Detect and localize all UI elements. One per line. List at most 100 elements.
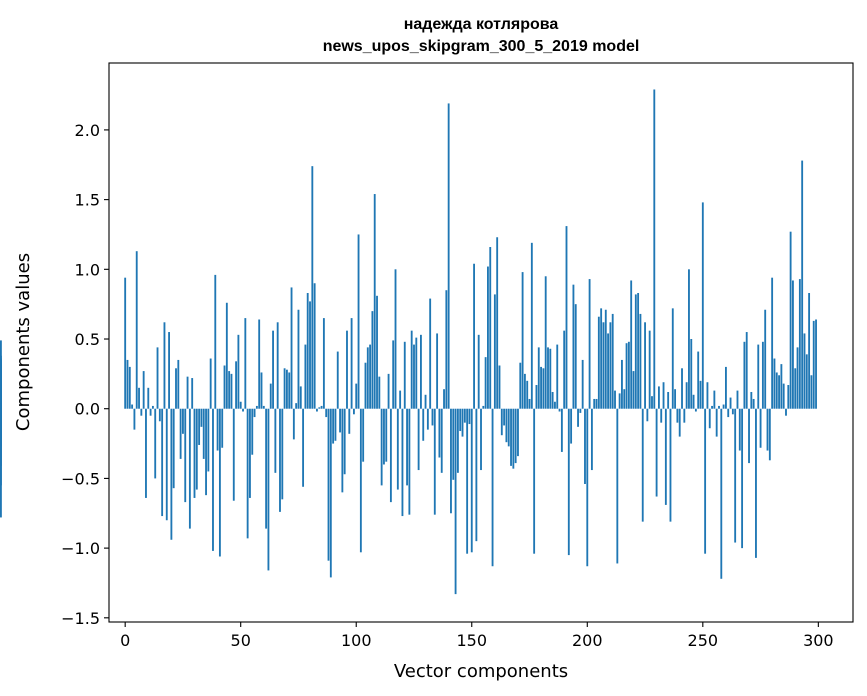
bar [359,408,362,553]
bar [500,408,503,436]
bar [674,389,677,409]
bar [517,408,519,457]
y-tick-label: 0.5 [75,330,100,349]
bar [401,408,404,517]
bar [688,269,690,409]
bar [221,408,224,448]
bar [519,362,522,409]
bar [621,359,623,409]
bar [262,405,265,409]
bar [202,408,205,459]
bar [780,364,783,409]
bar [646,408,649,422]
bar [803,333,806,409]
y-tick-label: 0.0 [75,400,100,419]
bar [281,408,284,500]
bar [179,408,182,459]
bar [477,334,480,409]
bar [498,365,501,409]
x-tick-label: 200 [572,631,603,650]
bar [775,372,778,409]
bar [690,339,693,409]
bar [507,408,510,447]
bar [0,364,2,409]
bar [581,359,584,409]
bar [318,407,321,409]
y-tick-label: −1.0 [61,539,100,558]
bar [602,322,605,409]
bar [540,366,542,409]
bar [752,398,755,409]
bar [667,391,670,409]
bar [304,344,307,409]
bar [228,371,231,409]
bar [239,401,242,409]
bar [151,405,154,409]
bar [355,383,358,409]
bar [641,408,644,522]
bar [311,166,314,409]
bar [671,308,674,409]
bar [383,408,385,465]
bar [336,351,339,409]
bar [475,408,478,542]
bar [715,408,718,437]
bar [734,408,737,543]
bar [292,408,295,440]
bar [438,408,441,458]
bar [445,290,448,409]
bar [408,408,411,515]
bar [283,368,286,409]
bar [225,302,228,409]
bar [216,408,219,451]
bar [694,408,697,412]
bar [491,408,494,567]
bar [796,347,799,409]
bar [595,398,598,409]
bar [399,390,402,409]
bar [313,283,316,409]
bar [302,408,305,487]
bar [387,373,390,409]
bar [560,408,563,452]
bar [759,408,762,448]
bar [614,390,616,409]
bar [738,408,741,451]
bar [706,382,709,409]
bar [579,408,582,413]
y-tick-label: −1.5 [61,609,100,628]
bar [343,408,346,475]
bar [212,408,214,551]
bar [468,408,471,425]
bar [657,386,660,409]
bar [332,408,335,444]
bar [503,408,506,426]
bar [184,408,187,503]
bar [683,408,686,423]
bar [489,247,492,409]
bar [681,368,683,409]
bar [165,408,168,521]
bar [371,311,374,409]
bar [651,396,653,409]
bar [322,318,325,409]
bar [593,398,596,409]
bar [526,380,529,409]
bar [440,408,443,473]
bar [609,322,612,409]
bar [380,408,383,486]
bar [431,408,434,426]
bar [366,347,369,409]
bar [0,403,2,409]
bar [563,330,566,409]
bar [357,234,360,409]
bar [128,366,131,409]
x-axis-label: Vector components [394,661,568,682]
bar [339,408,341,433]
bar [482,405,485,409]
bar [142,371,145,409]
y-tick-label: −0.5 [61,469,100,488]
y-tick-label: 1.5 [75,191,100,210]
bar [447,103,450,409]
